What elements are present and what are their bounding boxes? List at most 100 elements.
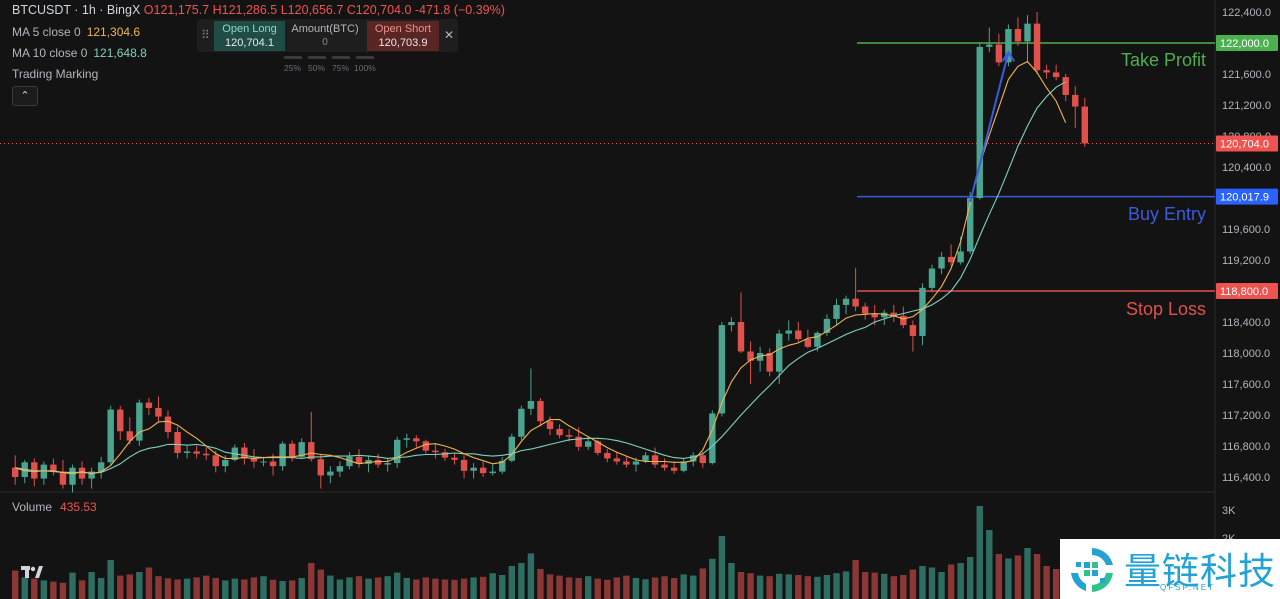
- drag-grip-icon[interactable]: ⠿: [201, 28, 210, 42]
- candle-body[interactable]: [12, 467, 19, 477]
- candle-body[interactable]: [489, 471, 496, 474]
- candle-body[interactable]: [756, 353, 764, 361]
- candle-body[interactable]: [938, 256, 945, 269]
- volume-bar[interactable]: [317, 569, 324, 599]
- candle-body[interactable]: [766, 353, 773, 372]
- open-short-button[interactable]: Open Short 120,703.9: [367, 21, 439, 51]
- candle-body[interactable]: [164, 416, 172, 433]
- volume-bar[interactable]: [183, 578, 191, 599]
- volume-bar[interactable]: [632, 578, 640, 599]
- candle-body[interactable]: [136, 402, 143, 441]
- volume-bar[interactable]: [776, 573, 783, 599]
- volume-bar[interactable]: [365, 578, 372, 599]
- candle-body[interactable]: [928, 268, 936, 288]
- volume-bar[interactable]: [374, 577, 382, 599]
- volume-bar[interactable]: [97, 578, 105, 599]
- volume-bar[interactable]: [976, 506, 983, 599]
- volume-bar[interactable]: [78, 580, 86, 599]
- volume-bar[interactable]: [575, 578, 582, 599]
- candle-body[interactable]: [1052, 72, 1060, 78]
- tradingview-logo-icon[interactable]: [21, 564, 43, 580]
- trading-marking-label[interactable]: Trading Marking: [12, 67, 99, 81]
- candle-body[interactable]: [546, 421, 554, 429]
- volume-bar[interactable]: [250, 577, 258, 599]
- candle-body[interactable]: [709, 413, 716, 464]
- candle-body[interactable]: [88, 471, 95, 479]
- candle-body[interactable]: [269, 461, 277, 467]
- volume-bar[interactable]: [546, 574, 554, 599]
- volume-bar[interactable]: [795, 575, 802, 599]
- percent-25-bar[interactable]: [284, 56, 302, 59]
- volume-bar[interactable]: [136, 572, 143, 599]
- volume-bar[interactable]: [900, 575, 907, 599]
- volume-bar[interactable]: [489, 573, 496, 599]
- volume-bar[interactable]: [31, 578, 38, 599]
- candle-body[interactable]: [575, 436, 582, 447]
- volume-bar[interactable]: [346, 577, 353, 599]
- candle-body[interactable]: [193, 451, 200, 454]
- volume-bar[interactable]: [231, 578, 239, 599]
- volume-bar[interactable]: [1033, 554, 1041, 599]
- candle-body[interactable]: [394, 439, 401, 464]
- candle-body[interactable]: [833, 304, 840, 319]
- candle-body[interactable]: [1081, 106, 1088, 144]
- percent-75[interactable]: 75%: [332, 63, 350, 73]
- volume-bar[interactable]: [460, 578, 468, 599]
- candle-body[interactable]: [288, 443, 296, 457]
- candle-body[interactable]: [422, 441, 430, 451]
- candle-body[interactable]: [623, 461, 630, 465]
- volume-bar[interactable]: [909, 569, 917, 599]
- candle-body[interactable]: [327, 471, 334, 476]
- candle-body[interactable]: [346, 456, 353, 467]
- candle-body[interactable]: [183, 451, 191, 453]
- volume-bar[interactable]: [59, 582, 67, 599]
- volume-bar[interactable]: [479, 576, 487, 599]
- close-icon[interactable]: ✕: [444, 28, 455, 42]
- candle-body[interactable]: [852, 298, 859, 307]
- percent-100-bar[interactable]: [356, 56, 374, 59]
- volume-bar[interactable]: [355, 576, 363, 599]
- volume-bar[interactable]: [269, 579, 277, 599]
- volume-bar[interactable]: [527, 553, 535, 599]
- volume-bar[interactable]: [499, 575, 506, 599]
- candle-body[interactable]: [642, 455, 649, 462]
- candle-body[interactable]: [126, 431, 133, 441]
- candle-body[interactable]: [527, 401, 535, 409]
- candle-body[interactable]: [40, 464, 48, 479]
- candle-body[interactable]: [690, 455, 697, 462]
- candle-body[interactable]: [814, 332, 821, 347]
- candle-body[interactable]: [670, 467, 678, 471]
- percent-25[interactable]: 25%: [284, 63, 302, 73]
- amount-field[interactable]: Amount(BTC) 0: [287, 21, 363, 51]
- candle-body[interactable]: [355, 456, 363, 464]
- candle-body[interactable]: [995, 44, 1003, 63]
- candle-body[interactable]: [374, 459, 382, 465]
- candle-body[interactable]: [632, 461, 640, 465]
- volume-bar[interactable]: [919, 566, 926, 599]
- candle-body[interactable]: [117, 409, 124, 432]
- volume-bar[interactable]: [432, 578, 439, 599]
- candle-body[interactable]: [747, 351, 754, 361]
- candle-body[interactable]: [470, 467, 477, 471]
- candle-body[interactable]: [403, 438, 410, 440]
- volume-bar[interactable]: [833, 573, 840, 599]
- volume-bar[interactable]: [670, 578, 678, 599]
- candle-body[interactable]: [680, 461, 687, 471]
- volume-bar[interactable]: [222, 580, 229, 599]
- candle-body[interactable]: [432, 450, 439, 453]
- volume-bar[interactable]: [967, 557, 974, 599]
- candle-body[interactable]: [785, 330, 792, 334]
- symbol-label[interactable]: BTCUSDT · 1h · BingX: [12, 3, 141, 17]
- volume-bar[interactable]: [1024, 548, 1031, 599]
- candle-body[interactable]: [957, 251, 964, 263]
- candle-body[interactable]: [881, 312, 888, 318]
- volume-bar[interactable]: [50, 581, 57, 599]
- candle-body[interactable]: [518, 408, 525, 437]
- candle-body[interactable]: [50, 464, 57, 472]
- volume-bar[interactable]: [288, 580, 296, 599]
- candle-body[interactable]: [279, 443, 286, 467]
- volume-bar[interactable]: [441, 579, 449, 599]
- volume-bar[interactable]: [690, 575, 697, 599]
- volume-bar[interactable]: [174, 579, 181, 599]
- candle-body[interactable]: [1033, 23, 1041, 71]
